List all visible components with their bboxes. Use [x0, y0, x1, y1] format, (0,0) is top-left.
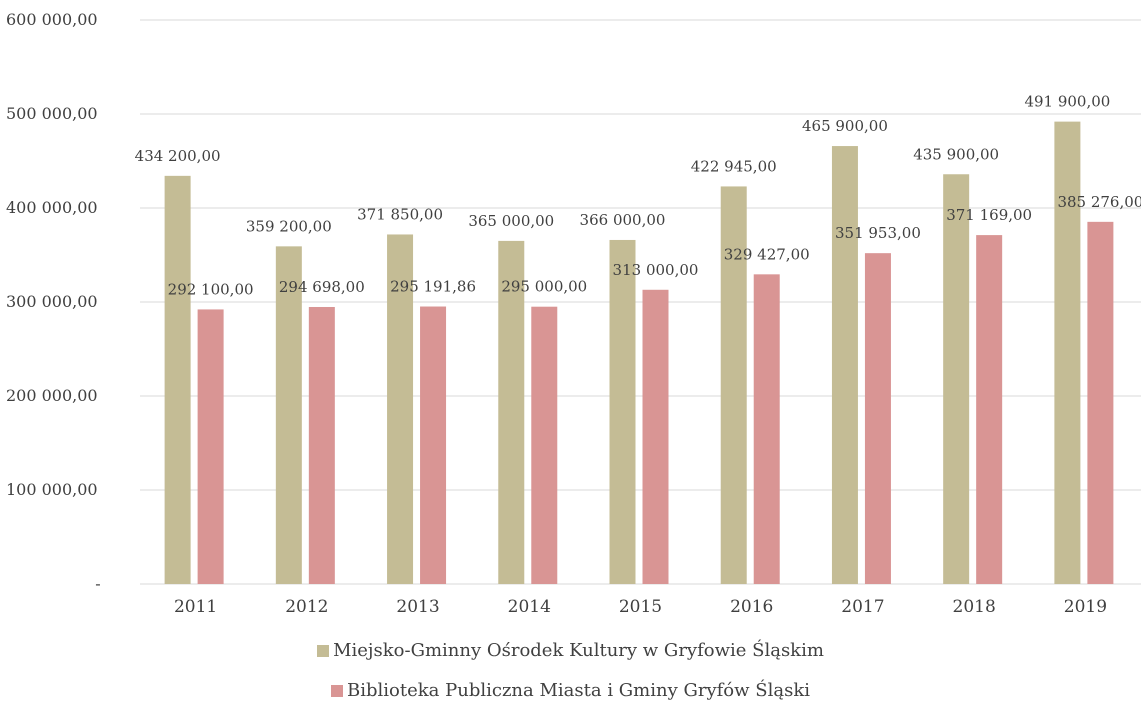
bar-series-2: [976, 235, 1003, 584]
data-label: 294 698,00: [279, 278, 365, 296]
data-label: 359 200,00: [246, 217, 332, 235]
bar-series-1: [831, 146, 858, 584]
x-tick-label: 2016: [730, 597, 773, 617]
y-tick-label: 300 000,00: [6, 292, 98, 311]
bar-series-1: [1054, 121, 1081, 584]
bar-series-1: [943, 174, 970, 584]
data-label: 292 100,00: [168, 280, 254, 298]
bar-series-1: [498, 240, 525, 584]
bar-series-2: [308, 306, 335, 584]
x-tick-label: 2018: [953, 597, 996, 617]
data-labels: 434 200,00 359 200,00 371 850,00 365 000,00…: [135, 93, 1141, 299]
y-tick-label: 100 000,00: [6, 480, 98, 499]
bar-series-2: [753, 274, 780, 584]
data-label: 465 900,00: [802, 117, 888, 135]
data-label: 295 000,00: [501, 278, 587, 296]
bar-series-1: [387, 234, 414, 584]
data-label: 491 900,00: [1024, 93, 1110, 111]
data-label: 313 000,00: [613, 261, 699, 279]
y-tick-label: 500 000,00: [6, 104, 98, 123]
data-label: 295 191,86: [390, 278, 476, 296]
bars: [164, 121, 1114, 585]
bar-series-2: [531, 306, 558, 584]
x-tick-label: 2014: [508, 597, 551, 617]
bar-series-1: [275, 246, 302, 585]
bar-series-2: [1087, 221, 1114, 584]
x-tick-label: 2013: [396, 597, 439, 617]
x-tick-label: 2019: [1064, 597, 1107, 617]
y-tick-label: 200 000,00: [6, 386, 98, 405]
bar-series-1: [164, 175, 191, 585]
x-tick-label: 2012: [285, 597, 328, 617]
data-label: 329 427,00: [724, 245, 810, 263]
bar-series-2: [864, 253, 891, 584]
y-tick-label: -: [95, 574, 100, 593]
data-label: 434 200,00: [135, 147, 221, 165]
x-axis-tick-labels: 2011 2012 2013 2014 2015 2016 2017 2018 2019: [174, 597, 1107, 617]
y-tick-label: 600 000,00: [6, 10, 98, 29]
x-tick-label: 2017: [841, 597, 884, 617]
data-label: 365 000,00: [468, 212, 554, 230]
data-label: 371 850,00: [357, 205, 443, 223]
bar-series-1: [720, 186, 747, 584]
gridlines: [140, 19, 1141, 585]
y-axis-tick-labels: - 100 000,00 200 000,00 300 000,00 400 000,0…: [6, 10, 101, 593]
data-label: 435 900,00: [913, 145, 999, 163]
data-label: 366 000,00: [580, 211, 666, 229]
bar-series-2: [420, 306, 447, 584]
bar-series-2: [197, 309, 224, 584]
data-label: 351 953,00: [835, 224, 921, 242]
x-tick-label: 2011: [174, 597, 217, 617]
data-label: 371 169,00: [946, 206, 1032, 224]
x-tick-label: 2015: [619, 597, 662, 617]
data-label: 385 276,00: [1057, 193, 1141, 211]
bar-series-1: [609, 239, 636, 584]
data-label: 422 945,00: [691, 157, 777, 175]
y-tick-label: 400 000,00: [6, 198, 98, 217]
bar-series-2: [642, 289, 669, 584]
